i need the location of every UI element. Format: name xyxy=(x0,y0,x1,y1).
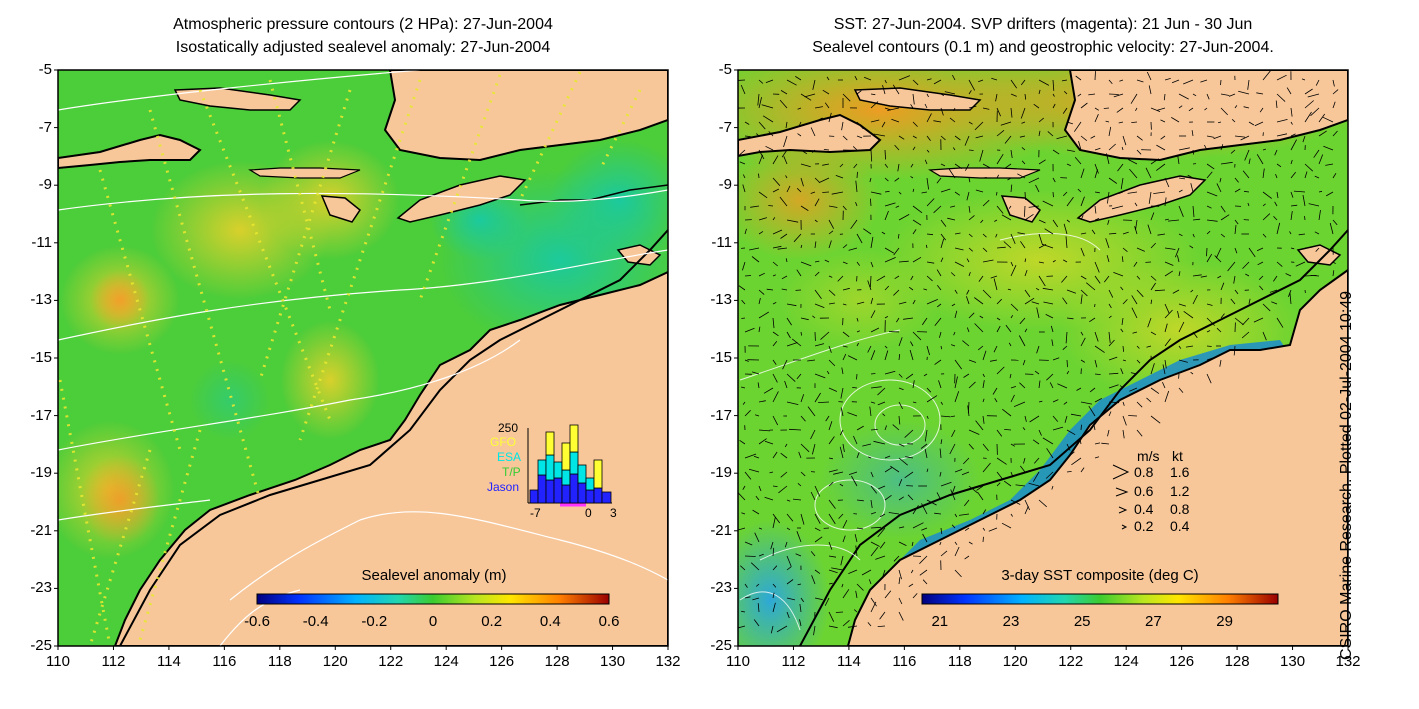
right-y-tick-label: -9 xyxy=(718,176,732,194)
hist-legend-gfo: GFO xyxy=(490,435,516,449)
left-colorbar-tick: 0.6 xyxy=(598,613,620,630)
left-x-tick-label: 130 xyxy=(600,653,626,670)
velocity-vectors xyxy=(738,70,1339,636)
right-y-tick-label: -11 xyxy=(711,233,732,251)
right-x-tick-label: 126 xyxy=(1169,653,1195,670)
velocity-legend-header-kt: kt xyxy=(1172,448,1183,464)
right-x-tick-label: 122 xyxy=(1058,653,1084,670)
right-y-tick-label: -21 xyxy=(710,521,732,539)
left-x-tick-label: 120 xyxy=(322,653,348,670)
left-y-tick-label: -7 xyxy=(38,118,52,136)
left-colorbar-tick: -0.6 xyxy=(244,613,270,630)
left-x-tick-label: 116 xyxy=(212,653,237,670)
left-timor-land xyxy=(396,175,527,223)
left-sumba-land xyxy=(320,195,362,223)
left-histogram xyxy=(527,424,612,507)
left-nusa-tenggara-land xyxy=(383,70,668,162)
left-colorbar-tick: -0.4 xyxy=(302,613,329,630)
left-x-tick-label: 112 xyxy=(101,653,126,670)
right-x-tick-label: 114 xyxy=(836,653,861,670)
hist-legend-esa: ESA xyxy=(497,450,522,464)
right-y-tick-label: -13 xyxy=(710,291,732,309)
left-colorbar-tick: 0.2 xyxy=(481,613,503,630)
right-y-tick-label: -7 xyxy=(718,118,732,136)
right-x-tick-label: 110 xyxy=(726,653,750,670)
left-y-tick-label: -15 xyxy=(30,349,52,366)
velocity-legend-ms-1: 0.6 xyxy=(1134,483,1154,499)
velocity-legend-ms-0: 0.8 xyxy=(1134,464,1154,480)
right-colorbar-tick: 23 xyxy=(1002,613,1020,630)
right-colorbar-label: 3-day SST composite (deg C) xyxy=(1001,567,1199,584)
right-x-tick-label: 120 xyxy=(1002,653,1028,670)
right-x-tick-label: 132 xyxy=(1335,653,1361,670)
left-x-tick-label: 128 xyxy=(544,653,570,670)
left-y-tick-label: -5 xyxy=(38,61,52,78)
hist-xtick-neg7: -7 xyxy=(530,506,541,520)
right-y-tick-label: -25 xyxy=(710,637,732,654)
right-x-tick-label: 118 xyxy=(947,653,972,670)
left-colorbar-tick: 0 xyxy=(428,613,438,630)
right-timor-land xyxy=(1076,175,1207,223)
left-x-tick-label: 126 xyxy=(489,653,515,670)
velocity-legend-header-ms: m/s xyxy=(1137,448,1160,464)
left-colorbar-label: Sealevel anomaly (m) xyxy=(361,567,507,584)
left-y-tick-label: -23 xyxy=(30,579,52,597)
right-x-tick-label: 128 xyxy=(1224,653,1250,670)
right-java-land xyxy=(738,113,882,158)
velocity-legend-ms-2: 0.4 xyxy=(1134,501,1154,517)
left-x-tick-label: 132 xyxy=(655,653,681,670)
left-x-tick-label: 114 xyxy=(156,653,181,670)
left-y-tick-label: -9 xyxy=(38,176,52,194)
right-x-tick-label: 130 xyxy=(1280,653,1306,670)
right-colorbar-tick: 29 xyxy=(1216,613,1233,630)
right-y-tick-label: -19 xyxy=(710,464,732,482)
right-nusa-tenggara-land xyxy=(1063,70,1348,162)
right-title-line1: SST: 27-Jun-2004. SVP drifters (magenta)… xyxy=(833,16,1253,33)
right-title-line2: Sealevel contours (0.1 m) and geostrophi… xyxy=(812,39,1274,56)
left-title-line2: Isostatically adjusted sealevel anomaly:… xyxy=(175,39,551,56)
right-x-tick-label: 116 xyxy=(892,653,917,670)
hist-xtick-0: 0 xyxy=(585,506,592,520)
left-y-tick-label: -19 xyxy=(30,464,52,482)
left-java-land xyxy=(58,133,202,170)
left-australia-land xyxy=(113,270,668,646)
plot-credit: CSIRO Marine Research. Plotted 02-Jul-20… xyxy=(1338,290,1355,660)
right-map xyxy=(738,70,1348,646)
left-y-tick-label: -13 xyxy=(30,291,52,309)
left-colorbar-tick: 0.4 xyxy=(539,613,561,630)
right-colorbar xyxy=(921,593,1279,605)
right-colorbar-tick: 25 xyxy=(1073,613,1091,630)
velocity-legend-kt-3: 0.4 xyxy=(1170,518,1190,534)
velocity-legend-ms-3: 0.2 xyxy=(1134,518,1154,534)
left-colorbar-tick: -0.2 xyxy=(361,613,388,630)
hist-legend-jason: Jason xyxy=(487,480,520,494)
left-x-tick-label: 110 xyxy=(46,653,70,670)
right-y-tick-label: -15 xyxy=(710,349,732,366)
left-x-tick-label: 124 xyxy=(433,653,459,670)
right-y-tick-label: -23 xyxy=(710,579,732,597)
left-y-tick-label: -25 xyxy=(30,637,52,654)
right-y-tick-label: -17 xyxy=(710,406,732,424)
velocity-legend-arrows xyxy=(1112,464,1130,530)
hist-legend-tp: T/P xyxy=(502,465,521,479)
left-x-tick-label: 118 xyxy=(267,653,292,670)
right-x-tick-label: 124 xyxy=(1113,653,1139,670)
left-title-line1: Atmospheric pressure contours (2 HPa): 2… xyxy=(173,16,553,33)
left-y-tick-label: -21 xyxy=(30,521,52,539)
right-y-tick-label: -5 xyxy=(718,61,732,78)
left-y-tick-label: -11 xyxy=(31,233,52,251)
velocity-legend-kt-0: 1.6 xyxy=(1170,464,1190,480)
right-colorbar-tick: 27 xyxy=(1145,613,1162,630)
velocity-legend-kt-1: 1.2 xyxy=(1170,483,1190,499)
right-colorbar-tick: 21 xyxy=(931,613,949,630)
left-map xyxy=(58,70,668,646)
velocity-legend-kt-2: 0.8 xyxy=(1170,501,1190,517)
left-colorbar xyxy=(256,593,610,605)
left-y-tick-label: -17 xyxy=(30,406,52,424)
right-x-tick-label: 112 xyxy=(781,653,806,670)
hist-xtick-3: 3 xyxy=(610,506,617,520)
left-x-tick-label: 122 xyxy=(378,653,404,670)
hist-ymax: 250 xyxy=(498,421,519,435)
